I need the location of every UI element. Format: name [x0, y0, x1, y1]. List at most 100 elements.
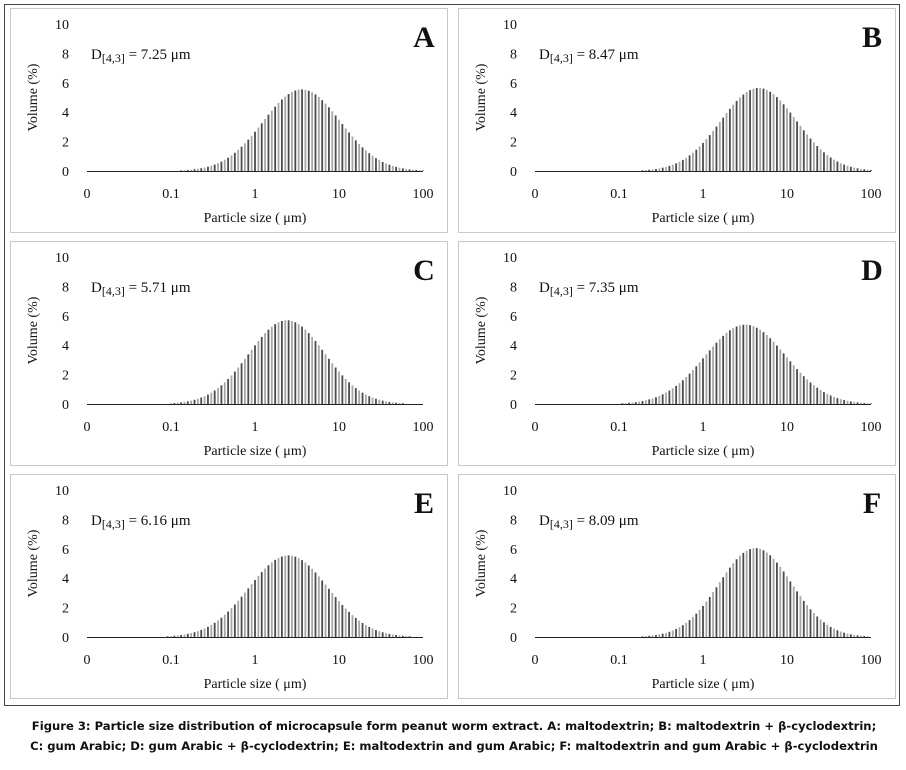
- d43-symbol: D: [539, 513, 550, 529]
- x-tick-label-c: 0.1: [162, 420, 180, 435]
- y-axis-label-e: Volume (%): [26, 529, 41, 597]
- d43-annotation-a: D[4,3] = 7.25 μm: [91, 47, 191, 65]
- y-tick-label-b: 8: [510, 47, 517, 62]
- caption-line-1: Figure 3: Particle size distribution of …: [31, 719, 877, 733]
- d43-symbol: D: [539, 47, 550, 63]
- panel-e: Volume (%) 0 2 4 6 8 10 0 0.1 1 10 100 Particle size…: [10, 474, 448, 699]
- y-tick-label-e: 10: [55, 484, 69, 499]
- y-tick-label-d: 6: [510, 310, 517, 325]
- x-tick-label-b: 0: [532, 187, 539, 202]
- panel-d: Volume (%) 0 2 4 6 8 10 0 0.1 1 10 100 Particle size…: [458, 241, 896, 466]
- x-tick-label-a: 100: [413, 187, 434, 202]
- y-tick-label-b: 4: [510, 106, 517, 121]
- y-tick-label-c: 6: [62, 310, 69, 325]
- y-tick-label-d: 8: [510, 280, 517, 295]
- x-axis-label-c: Particle size ( μm): [204, 444, 307, 459]
- x-tick-label-f: 0.1: [610, 653, 628, 668]
- x-axis-label-d: Particle size ( μm): [652, 444, 755, 459]
- y-tick-label-b: 6: [510, 77, 517, 92]
- d43-subscript: [4,3]: [102, 51, 125, 65]
- y-tick-label-a: 0: [62, 165, 69, 180]
- caption-line-2: C: gum Arabic; D: gum Arabic + β-cyclode…: [30, 739, 878, 753]
- y-tick-label-e: 8: [62, 513, 69, 528]
- x-tick-label-f: 100: [861, 653, 882, 668]
- x-tick-label-a: 0.1: [162, 187, 180, 202]
- y-tick-label-e: 4: [62, 572, 69, 587]
- x-axis-label-f: Particle size ( μm): [652, 677, 755, 692]
- x-axis-label-a: Particle size ( μm): [204, 211, 307, 226]
- y-tick-label-d: 10: [503, 251, 517, 266]
- panel-letter-e: E: [414, 487, 434, 520]
- x-tick-label-d: 10: [780, 420, 794, 435]
- d43-value: = 7.35 μm: [573, 280, 639, 296]
- y-tick-label-f: 2: [510, 602, 517, 617]
- x-tick-label-a: 0: [84, 187, 91, 202]
- y-tick-label-d: 0: [510, 398, 517, 413]
- y-tick-label-b: 2: [510, 136, 517, 151]
- panel-c: Volume (%) 0 2 4 6 8 10 0 0.1 1 10 100 Particle size…: [10, 241, 448, 466]
- d43-subscript: [4,3]: [102, 284, 125, 298]
- y-tick-label-f: 8: [510, 513, 517, 528]
- d43-value: = 6.16 μm: [125, 513, 191, 529]
- x-tick-label-e: 0.1: [162, 653, 180, 668]
- d43-symbol: D: [91, 47, 102, 63]
- d43-annotation-f: D[4,3] = 8.09 μm: [539, 513, 639, 531]
- d43-value: = 5.71 μm: [125, 280, 191, 296]
- d43-symbol: D: [91, 280, 102, 296]
- x-tick-label-b: 10: [780, 187, 794, 202]
- panel-a: Volume (%) 0 2 4 6 8 10 0 0.1 1 10 100 Particle size…: [10, 8, 448, 233]
- y-tick-label-f: 10: [503, 484, 517, 499]
- y-tick-label-f: 0: [510, 631, 517, 646]
- d43-value: = 7.25 μm: [125, 47, 191, 63]
- y-tick-label-f: 6: [510, 543, 517, 558]
- x-tick-label-e: 10: [332, 653, 346, 668]
- y-tick-label-a: 2: [62, 136, 69, 151]
- x-tick-label-d: 100: [861, 420, 882, 435]
- x-tick-label-d: 0.1: [610, 420, 628, 435]
- x-tick-label-a: 1: [252, 187, 259, 202]
- panel-f: Volume (%) 0 2 4 6 8 10 0 0.1 1 10 100 Particle size…: [458, 474, 896, 699]
- y-tick-label-a: 8: [62, 47, 69, 62]
- y-axis-label-c: Volume (%): [26, 296, 41, 364]
- d43-annotation-d: D[4,3] = 7.35 μm: [539, 280, 639, 298]
- y-tick-label-f: 4: [510, 572, 517, 587]
- y-tick-label-c: 2: [62, 369, 69, 384]
- panel-letter-a: A: [413, 21, 435, 54]
- d43-annotation-e: D[4,3] = 6.16 μm: [91, 513, 191, 531]
- y-tick-label-d: 4: [510, 339, 517, 354]
- y-tick-label-e: 6: [62, 543, 69, 558]
- panel-letter-c: C: [413, 254, 435, 287]
- y-axis-label-f: Volume (%): [474, 529, 489, 597]
- y-tick-label-c: 4: [62, 339, 69, 354]
- y-tick-label-b: 0: [510, 165, 517, 180]
- panel-letter-b: B: [862, 21, 882, 54]
- d43-annotation-c: D[4,3] = 5.71 μm: [91, 280, 191, 298]
- d43-subscript: [4,3]: [550, 517, 573, 531]
- x-tick-label-c: 10: [332, 420, 346, 435]
- d43-value: = 8.09 μm: [573, 513, 639, 529]
- d43-subscript: [4,3]: [550, 51, 573, 65]
- y-tick-label-a: 10: [55, 18, 69, 33]
- d43-symbol: D: [91, 513, 102, 529]
- x-tick-label-b: 1: [700, 187, 707, 202]
- panel-letter-f: F: [863, 487, 881, 520]
- x-tick-label-d: 1: [700, 420, 707, 435]
- y-tick-label-b: 10: [503, 18, 517, 33]
- x-axis-label-b: Particle size ( μm): [652, 211, 755, 226]
- d43-symbol: D: [539, 280, 550, 296]
- y-axis-label-b: Volume (%): [474, 63, 489, 131]
- d43-subscript: [4,3]: [102, 517, 125, 531]
- x-tick-label-f: 1: [700, 653, 707, 668]
- x-tick-label-d: 0: [532, 420, 539, 435]
- figure-caption: Figure 3: Particle size distribution of …: [8, 716, 900, 756]
- y-tick-label-d: 2: [510, 369, 517, 384]
- panel-b: Volume (%) 0 2 4 6 8 10 0 0.1 1 10 100 Particle size…: [458, 8, 896, 233]
- x-tick-label-c: 1: [252, 420, 259, 435]
- x-tick-label-e: 1: [252, 653, 259, 668]
- y-axis-label-d: Volume (%): [474, 296, 489, 364]
